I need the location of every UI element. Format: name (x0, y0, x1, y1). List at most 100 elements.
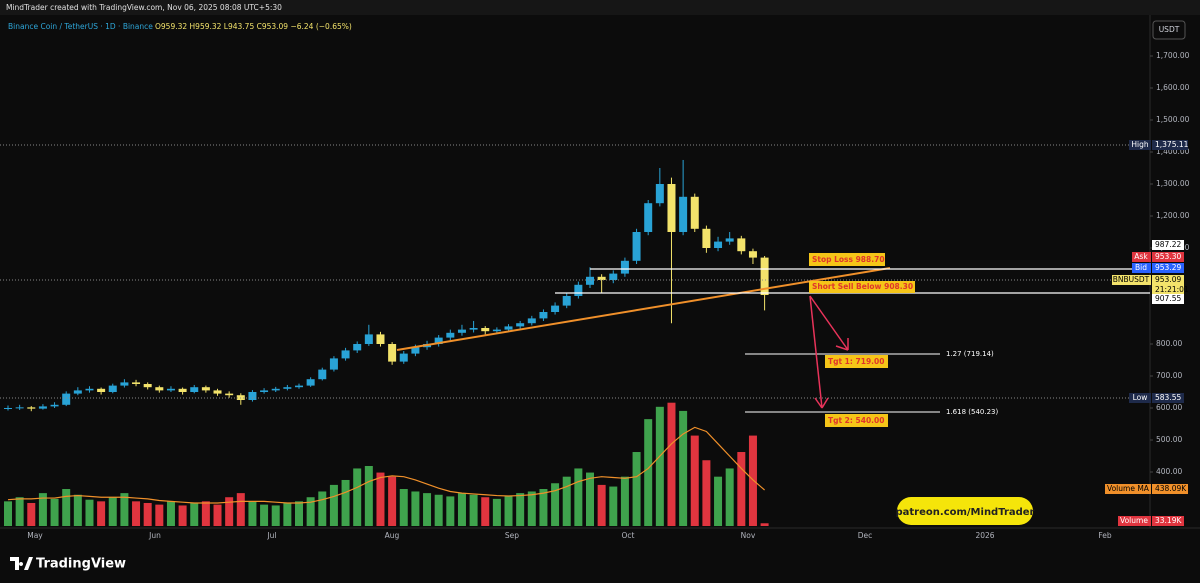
candle-body (166, 388, 175, 391)
candle-body (481, 328, 490, 332)
volume-bar (504, 496, 513, 526)
x-tick-label: Jul (266, 531, 276, 540)
candle-body (143, 384, 152, 388)
countdown: 21:21:01 (1155, 285, 1189, 294)
candle-body (248, 392, 257, 400)
volume-bar (492, 498, 501, 526)
volume-bar (283, 502, 292, 526)
low-name: Low (1133, 393, 1148, 402)
volume-bar (690, 435, 699, 526)
volume-bar (50, 498, 59, 526)
currency-box[interactable] (1152, 20, 1186, 40)
volume-bar (714, 476, 723, 526)
tgt-2-box (825, 414, 888, 427)
volume-ma-name-box (1105, 484, 1151, 494)
level-bottom: 907.55 (1155, 294, 1181, 303)
candle-body (492, 329, 501, 332)
symbol-box (1112, 275, 1151, 285)
footer-brand: TradingView (36, 557, 126, 572)
y-tick-label: 500.00 (1156, 435, 1182, 444)
candle-body (620, 260, 629, 274)
candle-body (38, 406, 47, 409)
currency[interactable]: USDT (1159, 25, 1180, 34)
volume-bar (143, 502, 152, 526)
candle-body (655, 184, 664, 204)
tgt-2-label: Tgt 2: 540.00 (828, 416, 884, 425)
volume-bar (201, 501, 210, 526)
candle-body (329, 358, 338, 370)
candle-body (120, 382, 129, 386)
volume-bar (132, 501, 141, 526)
x-tick-label: Dec (858, 531, 873, 540)
volume-bar (108, 497, 117, 526)
ask-box (1152, 252, 1184, 262)
volume-bar (434, 494, 443, 526)
y-tick-label: 400.00 (1156, 467, 1182, 476)
high-name: High (1131, 140, 1148, 149)
candle-body (108, 385, 117, 392)
fib-2-label: 1.618 (540.23) (946, 408, 998, 416)
candle-body (318, 369, 327, 380)
low-name-box (1129, 393, 1151, 403)
volume-bar (748, 435, 757, 526)
candle-body (632, 232, 641, 261)
volume-bar (655, 406, 664, 526)
candle-body (644, 203, 653, 232)
candle-body (364, 334, 373, 344)
x-tick-label: Oct (622, 531, 635, 540)
volume-bar (120, 493, 129, 526)
volume-ma-name: Volume MA (1107, 484, 1150, 493)
legend-symbol: Binance Coin / TetherUS · 1D · Binance (8, 22, 153, 31)
y-tick-label: 1,500.00 (1156, 115, 1190, 124)
volume-bar (248, 501, 257, 526)
y-tick-label: 700.00 (1156, 371, 1182, 380)
x-tick-label: 2026 (975, 531, 994, 540)
footer (0, 545, 1200, 583)
y-tick-label: 800.00 (1156, 339, 1182, 348)
volume-bar (679, 410, 688, 526)
volume-bar (353, 468, 362, 526)
volume-bar (166, 501, 175, 526)
last-value: 953.09 (1155, 275, 1181, 284)
candle-body (341, 350, 350, 359)
candle-body (574, 284, 583, 296)
candle-body (702, 228, 711, 248)
candle-body (586, 276, 594, 285)
candle-body (260, 390, 269, 392)
candle-body (411, 347, 420, 354)
candle-body (457, 329, 466, 333)
stop-loss-box (809, 253, 885, 266)
volume-bar (516, 493, 525, 526)
candle-body (178, 388, 187, 392)
candle-body (434, 337, 443, 344)
volume-ma-value: 438.09K (1155, 484, 1187, 493)
patreon-link[interactable]: patreon.com/MindTrader (896, 507, 1035, 518)
volume-bar (27, 502, 36, 526)
candle-body (516, 323, 525, 327)
volume-bar (411, 491, 420, 526)
candle-body (748, 251, 757, 258)
fib-1-label: 1.27 (719.14) (946, 350, 994, 358)
candle-body (725, 238, 734, 242)
patreon-pill[interactable] (897, 497, 1033, 525)
short-sell-box (809, 281, 915, 293)
candle-body (213, 390, 222, 394)
bid-box (1152, 263, 1184, 273)
bid-value: 953.29 (1155, 263, 1181, 272)
volume-bar (271, 505, 280, 526)
candle-body (504, 326, 513, 330)
candle-body (271, 388, 280, 391)
volume-bar (737, 452, 746, 526)
x-tick-label: Nov (741, 531, 756, 540)
volume-bar (597, 484, 606, 526)
high-value: 1,375.11 (1155, 140, 1189, 149)
candle-body (97, 388, 106, 392)
candle-body (667, 184, 676, 232)
volume-bar (574, 468, 583, 526)
level-top-box (1152, 240, 1184, 250)
short-sell-label: Short Sell Below 908.30 (812, 282, 913, 291)
volume-bar (620, 476, 629, 526)
volume-bar (446, 496, 455, 526)
volume-bar (423, 493, 432, 526)
low-box (1152, 393, 1184, 403)
